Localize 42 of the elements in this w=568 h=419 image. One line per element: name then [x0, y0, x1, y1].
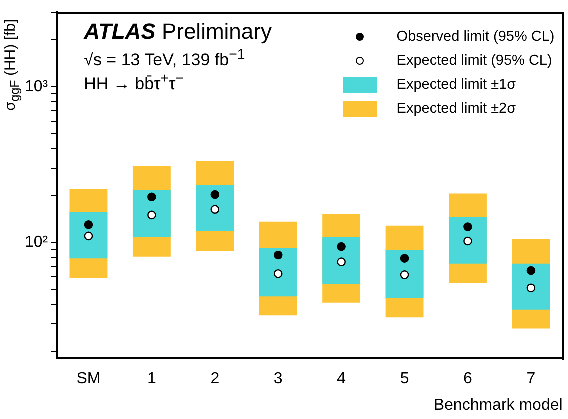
point [526, 266, 536, 276]
point [400, 254, 410, 263]
annotation: √s = 13 TeV, 139 fb$^{−1}$ [84, 46, 246, 70]
point [464, 222, 472, 232]
point [400, 270, 410, 280]
y-tick-label: 10³ [25, 78, 49, 96]
x-tick-label: 2 [210, 370, 220, 388]
x-axis-title: Benchmark model [434, 396, 563, 414]
x-tick-label: 1 [147, 370, 156, 388]
point [148, 210, 156, 220]
point [526, 284, 536, 293]
legend-label: Expected limit ±2σ [396, 100, 516, 117]
point [84, 220, 94, 230]
legend-label: Observed limit (95% CL) [396, 28, 555, 45]
point [210, 205, 220, 214]
bar [132, 190, 171, 238]
bar [386, 250, 424, 298]
annotation: HH → bb̄τ$^{+}$τ$^{−}$ [84, 70, 184, 94]
x-tick-label: 7 [526, 370, 536, 388]
x-tick-label: 6 [464, 370, 473, 388]
point [210, 190, 220, 200]
point [337, 242, 346, 252]
bar [322, 237, 361, 284]
legend-label: Expected limit ±1σ [396, 76, 516, 93]
bar [449, 217, 487, 264]
point [274, 250, 283, 260]
x-tick-label: 3 [274, 370, 283, 388]
bar [196, 185, 234, 232]
legend-label: Expected limit (95% CL) [396, 52, 552, 69]
chart-title: ATLAS Preliminary [84, 18, 272, 45]
point [274, 269, 283, 278]
point [337, 258, 346, 266]
point [464, 236, 472, 246]
x-tick-label: 5 [400, 370, 410, 388]
bar [512, 264, 550, 310]
x-tick-label: SM [76, 370, 101, 388]
y-tick-label: 10² [25, 234, 49, 252]
point [148, 192, 156, 202]
bar [70, 212, 108, 259]
point [84, 232, 94, 241]
bar [259, 248, 298, 297]
x-tick-label: 4 [337, 370, 346, 388]
